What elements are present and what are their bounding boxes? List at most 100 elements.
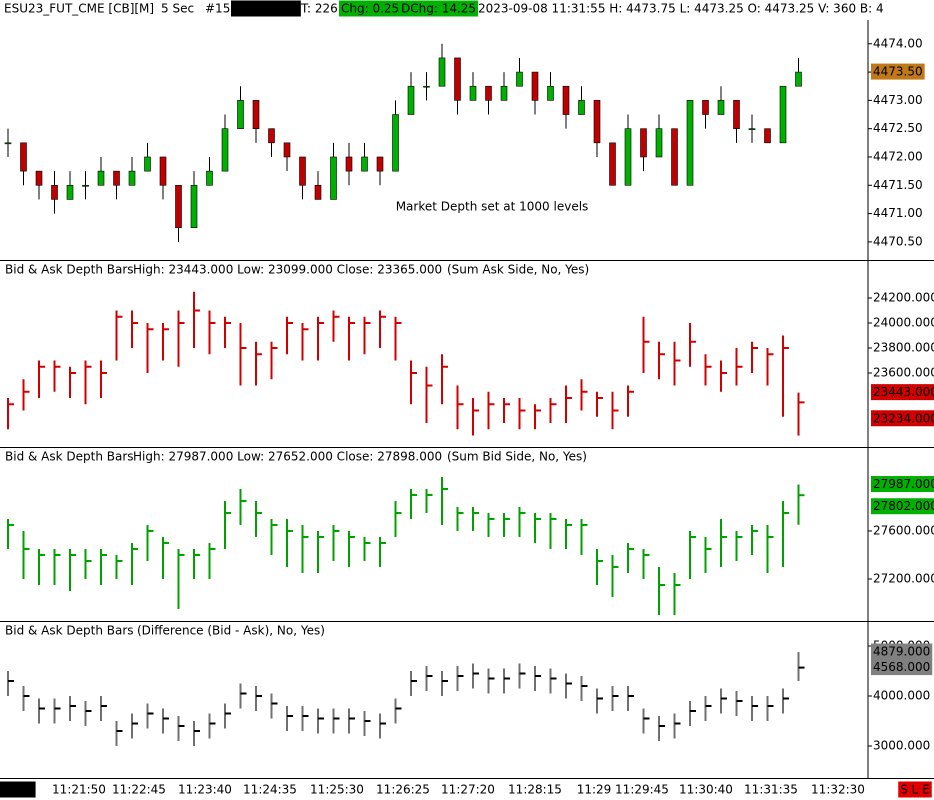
candle-body xyxy=(361,156,368,172)
candle-body xyxy=(485,85,492,101)
daily-change: DChg: 14.25 xyxy=(401,2,476,16)
candle-body xyxy=(795,71,802,87)
candle-body xyxy=(438,57,446,87)
price-label: 23234.000 xyxy=(873,411,934,425)
price-label-group: 23443.000 xyxy=(871,384,934,401)
panel-params: (Sum Ask Side, No, Yes) xyxy=(447,263,589,277)
candle-body xyxy=(299,156,306,186)
candle-body xyxy=(469,85,477,101)
price-label: 4473.50 xyxy=(873,65,923,79)
close-price-group: C: 4473.50 xyxy=(231,0,301,17)
y-tick-label: 23800.000 xyxy=(873,341,934,355)
y-tick-label: 4472.00 xyxy=(873,149,923,163)
candle-body xyxy=(609,142,616,186)
candle-body xyxy=(159,156,167,186)
change-box xyxy=(339,0,402,17)
tick-count: T: 226 xyxy=(300,2,338,16)
panel-params: (Sum Bid Side, No, Yes) xyxy=(447,450,587,464)
price-label-box xyxy=(871,63,925,80)
candle-body xyxy=(640,128,647,158)
y-tick-label: 3000.000 xyxy=(873,739,930,753)
candle-body xyxy=(20,142,27,172)
candle-body xyxy=(237,100,244,129)
candle-body xyxy=(51,184,58,200)
candle-body xyxy=(206,170,213,186)
interval: 5 Sec xyxy=(161,2,194,16)
x-tick-label: 11:32:30 xyxy=(811,783,865,797)
x-tick-label: 11:31:35 xyxy=(744,783,798,797)
price-label: 4568.000 xyxy=(873,660,930,674)
date-label-group: 3-9-8 xyxy=(0,781,36,798)
status-indicator-box xyxy=(898,781,932,798)
candle-body xyxy=(175,184,182,229)
candle-body xyxy=(764,128,771,144)
y-tick-label: 4473.00 xyxy=(873,93,923,107)
x-tick-label: 11:30:40 xyxy=(679,783,733,797)
y-tick-label: 4470.50 xyxy=(873,234,923,248)
date-label: 3-9-8 xyxy=(2,783,34,797)
candle-body xyxy=(655,128,663,158)
candle-body xyxy=(671,128,678,186)
price-label-box xyxy=(871,384,934,401)
x-tick-label: 11:29 xyxy=(577,783,612,797)
y-tick-label: 4000.000 xyxy=(873,689,930,703)
change: Chg: 0.25 xyxy=(341,2,399,16)
panel-stats: High: 27987.000 Low: 27652.000 Close: 27… xyxy=(133,450,442,464)
y-tick-label: 27600.000 xyxy=(873,523,934,537)
candle-body xyxy=(578,100,585,115)
candle-body xyxy=(717,100,725,115)
y-tick-label: 4474.00 xyxy=(873,36,923,50)
candle-body xyxy=(702,100,709,115)
price-label-box xyxy=(871,476,934,493)
price-label: 23443.000 xyxy=(873,385,934,399)
price-label-box xyxy=(871,498,934,515)
x-tick-label: 11:29:45 xyxy=(615,783,669,797)
candle-body xyxy=(128,170,136,186)
y-tick-label: 27200.000 xyxy=(873,571,934,585)
y-tick-label: 4472.50 xyxy=(873,121,923,135)
x-tick-label: 11:23:40 xyxy=(178,783,232,797)
candle-body xyxy=(35,170,43,186)
price-label-group: 4473.50 xyxy=(871,63,925,80)
price-label-box xyxy=(871,659,933,676)
candle-body xyxy=(82,184,89,187)
price-label: 27802.000 xyxy=(873,499,934,513)
close-price: C: 4473.50 xyxy=(233,2,299,16)
candle-body xyxy=(562,85,570,115)
date-label-box xyxy=(0,781,36,798)
candle-body xyxy=(779,85,787,144)
candle-body xyxy=(686,100,694,186)
y-tick-label: 24000.000 xyxy=(873,316,934,330)
panel-params: (Difference (Bid - Ask), No, Yes) xyxy=(137,624,325,638)
x-tick-label: 11:25:30 xyxy=(310,783,364,797)
daily-change-box xyxy=(399,0,479,17)
candle-body xyxy=(500,85,508,101)
bar-info: 2023-09-08 11:31:55 H: 4473.75 L: 4473.2… xyxy=(478,2,884,16)
candle-body xyxy=(407,85,415,115)
price-label-group: 4879.000 xyxy=(871,643,933,660)
price-label-box xyxy=(871,410,934,427)
x-tick-label: 11:21:50 xyxy=(52,783,106,797)
price-label-group: 23234.000 xyxy=(871,410,934,427)
candle-body xyxy=(97,170,105,186)
candle-body xyxy=(392,114,399,172)
candle-body xyxy=(252,100,260,129)
candle-body xyxy=(268,128,275,144)
panel-stats: High: 23443.000 Low: 23099.000 Close: 23… xyxy=(133,263,442,277)
candle-body xyxy=(547,85,554,101)
candle-body xyxy=(345,156,353,172)
close-price-box xyxy=(231,0,301,17)
candle-body xyxy=(593,100,601,144)
status-indicator: S L E xyxy=(900,783,930,797)
x-tick-label: 11:24:35 xyxy=(243,783,297,797)
price-label-group: 27802.000 xyxy=(871,498,934,515)
candle-body xyxy=(531,71,539,101)
annotation: Market Depth set at 1000 levels xyxy=(396,200,589,214)
y-tick-label: 24200.000 xyxy=(873,291,934,305)
daily-change-group: DChg: 14.25 xyxy=(399,0,479,17)
change-group: Chg: 0.25 xyxy=(339,0,402,17)
candle-body xyxy=(376,156,384,172)
candle-body xyxy=(624,128,632,186)
price-label: 4879.000 xyxy=(873,645,930,659)
